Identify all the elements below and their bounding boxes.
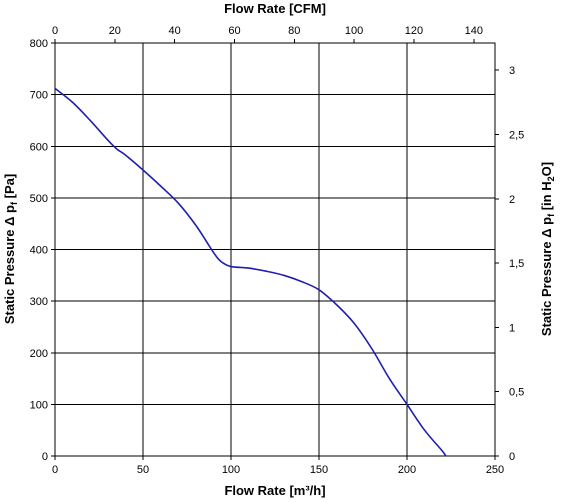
y-tick-label: 100: [30, 399, 48, 411]
y-tick-label: 700: [30, 90, 48, 102]
x2-tick-label: 100: [345, 25, 363, 37]
x-tick-label: 150: [310, 464, 328, 476]
x2-tick-label: 20: [109, 25, 121, 37]
x2-tick-label: 120: [405, 25, 423, 37]
y-axis-title-sub: f: [9, 201, 19, 205]
y2-axis-title-sub: f: [546, 213, 556, 217]
y-tick-label: 400: [30, 245, 48, 257]
y2-tick-label: 0,5: [509, 387, 524, 399]
tick-labels: 0 50 100 150 200 2500100200300400500600700800…: [30, 25, 525, 476]
y-tick-label: 0: [42, 451, 48, 463]
y-axis-title: Static Pressure Δ pf [Pa]: [2, 174, 19, 324]
y2-axis-title-end: O]: [539, 162, 554, 176]
y2-axis-title: Static Pressure Δ pf [in H2O]: [539, 162, 556, 336]
y-tick-label: 300: [30, 296, 48, 308]
x2-tick-label: 0: [52, 25, 58, 37]
y2-tick-label: 0: [509, 451, 515, 463]
y2-tick-label: 1,5: [509, 258, 524, 270]
grid-lines: [55, 43, 495, 456]
x-tick-label: 250: [486, 464, 504, 476]
y2-axis-title-main: Static Pressure Δ p: [539, 217, 554, 336]
y-axis-title-unit: [Pa]: [2, 174, 17, 202]
y2-axis-title-sub2: 2: [546, 176, 556, 181]
y2-tick-label: 2,5: [509, 129, 524, 141]
x-tick-label: 50: [137, 464, 149, 476]
series-line-0: [54, 87, 447, 457]
x2-axis-title: Flow Rate [CFM]: [224, 1, 326, 16]
y-tick-label: 600: [30, 141, 48, 153]
y-tick-label: 800: [30, 38, 48, 50]
x2-tick-label: 80: [288, 25, 300, 37]
series-layer: [54, 87, 447, 457]
x2-tick-label: 60: [228, 25, 240, 37]
tick-marks: [51, 39, 499, 460]
x-axis-title: Flow Rate [m³/h]: [224, 483, 325, 498]
y2-tick-label: 1: [509, 322, 515, 334]
y2-tick-label: 2: [509, 194, 515, 206]
y-tick-label: 500: [30, 193, 48, 205]
x-tick-label: 100: [222, 464, 240, 476]
x2-tick-label: 40: [169, 25, 181, 37]
x-tick-label: 200: [398, 464, 416, 476]
y-axis-title-main: Static Pressure Δ p: [2, 205, 17, 324]
y2-axis-title-unit: [in H: [539, 181, 554, 214]
x-tick-label: 0: [52, 464, 58, 476]
plot-frame: [54, 42, 496, 457]
y-tick-label: 200: [30, 348, 48, 360]
y2-tick-label: 3: [509, 65, 515, 77]
x2-tick-label: 140: [465, 25, 483, 37]
